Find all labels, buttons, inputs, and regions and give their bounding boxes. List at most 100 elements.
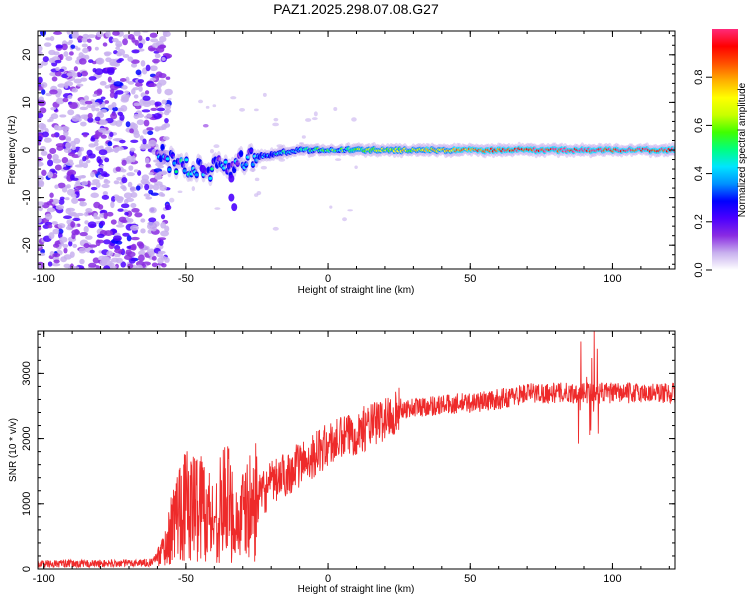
spectrogram-speckle: [142, 129, 149, 135]
spectrogram-speckle: [148, 207, 157, 214]
spectrogram-speckle: [55, 204, 65, 210]
spectrogram-speckle: [119, 139, 126, 144]
spectrogram-speckle: [51, 263, 61, 267]
spectrogram-speckle: [71, 177, 79, 181]
spectrogram-speckle: [131, 88, 136, 95]
spectrogram-speckle: [90, 137, 96, 142]
spectrogram-speckle: [138, 85, 143, 92]
spectrogram-speckle: [191, 186, 196, 192]
spectrogram-speckle: [47, 224, 53, 229]
spectrogram-speckle: [57, 182, 66, 189]
spectrogram-speckle: [107, 141, 113, 147]
spectrogram-speckle: [121, 159, 127, 166]
spectrogram-speckle: [127, 218, 134, 223]
spectrogram-speckle: [126, 235, 132, 242]
spectrogram-speckle: [145, 64, 151, 72]
spectrogram-speckle: [52, 228, 60, 235]
spectrogram-speckle: [167, 97, 172, 101]
spectrogram-speckle: [159, 185, 167, 191]
spectrogram-speckle: [72, 243, 78, 249]
spectrogram-speckle: [66, 72, 75, 77]
spectrogram-speckle: [67, 94, 73, 100]
spectrogram-speckle: [81, 100, 87, 106]
spectrogram-speckle: [101, 183, 110, 189]
spectrogram-speckle: [87, 112, 93, 119]
spectrogram-speckle: [130, 224, 139, 231]
spectrogram-speckle: [102, 42, 108, 47]
spectrogram-speckle: [98, 149, 108, 156]
spectrogram-speckle: [79, 232, 88, 237]
spectrogram-speckle: [38, 216, 42, 224]
spectrogram-speckle: [38, 243, 42, 249]
spectrogram-speckle: [39, 145, 46, 152]
spectrogram-speckle: [123, 209, 129, 213]
spectrogram-speckle: [112, 235, 122, 242]
spectrogram-speckle: [334, 158, 342, 161]
spectrogram-speckle: [88, 76, 97, 81]
spectrogram-speckle: [109, 91, 115, 98]
spectrogram-speckle: [41, 169, 47, 176]
spectrogram-speckle: [120, 104, 128, 112]
spectrogram-speckle: [142, 245, 150, 251]
spectrogram-speckle: [130, 243, 137, 251]
colorbar-tick-label: 0.6: [693, 118, 705, 133]
spectrogram-speckle: [131, 36, 136, 43]
spectrogram-streak: [228, 193, 235, 202]
spectrogram-speckle: [80, 70, 89, 77]
spectrogram-speckle: [164, 117, 169, 124]
snr-y-tick-label: 2000: [21, 426, 33, 450]
spectrogram-speckle: [93, 212, 98, 220]
spectrogram-speckle: [313, 111, 318, 117]
spectrogram-speckle: [152, 183, 160, 191]
spectrogram-speckle: [84, 220, 89, 225]
spectrogram-speckle: [109, 131, 114, 138]
spectrogram-speckle: [214, 207, 221, 210]
spectrogram-speckle: [47, 159, 54, 167]
spectrogram-speckle: [155, 265, 161, 269]
spectrogram-speckle: [38, 226, 42, 231]
spectrogram-tone-core: [184, 158, 189, 162]
spectrogram-speckle: [88, 143, 96, 148]
spectrogram-speckle: [158, 171, 164, 175]
spectrogram-x-tick-label: -100: [33, 273, 55, 285]
spectrogram-speckle: [121, 177, 128, 184]
spectrogram-speckle: [38, 142, 42, 146]
spectrogram-speckle: [49, 36, 55, 42]
spectrogram-speckle: [63, 247, 68, 254]
spectrogram-speckle: [56, 145, 64, 151]
spectrogram-speckle: [94, 68, 104, 75]
spectrogram-speckle: [133, 102, 141, 107]
snr-y-tick-label: 1000: [21, 492, 33, 516]
spectrogram-speckle: [163, 122, 171, 128]
spectrogram-speckle: [99, 220, 106, 226]
spectrogram-speckle: [63, 51, 69, 57]
spectrogram-speckle: [41, 131, 49, 138]
spectrogram-speckle: [131, 207, 140, 213]
snr-y-tick-label: 3000: [21, 361, 33, 385]
spectrogram-speckle: [127, 251, 136, 258]
spectrogram-speckle: [38, 62, 44, 69]
spectrogram-speckle: [62, 166, 70, 171]
spectrogram-speckle: [57, 223, 66, 229]
spectrogram-speckle: [152, 58, 160, 64]
spectrogram-speckle: [62, 243, 69, 249]
spectrogram-speckle: [53, 259, 60, 264]
colorbar-tick-label: 0.4: [693, 166, 705, 181]
spectrogram-speckle: [70, 44, 76, 49]
spectrogram-speckle: [93, 142, 99, 147]
snr-y-tick-label: 0: [21, 566, 33, 572]
spectrogram-speckle: [81, 43, 88, 48]
spectrogram-speckle: [135, 264, 143, 269]
spectrogram-speckle: [92, 67, 97, 73]
spectrogram-speckle: [96, 233, 105, 238]
spectrogram-speckle: [113, 149, 119, 153]
spectrogram-speckle: [123, 192, 133, 199]
spectrogram-speckle: [73, 66, 78, 72]
spectrogram-speckle: [79, 106, 89, 111]
spectrogram-speckle: [92, 179, 100, 183]
spectrogram-speckle: [71, 88, 79, 93]
spectrogram-speckle: [67, 152, 75, 157]
spectrogram-speckle: [43, 42, 52, 47]
spectrogram-speckle: [100, 171, 108, 177]
